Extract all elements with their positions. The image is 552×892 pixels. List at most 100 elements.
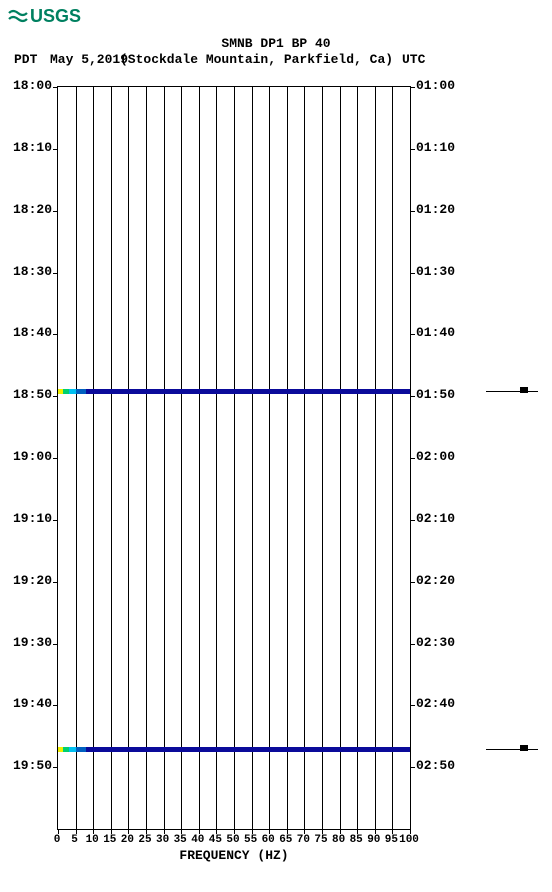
x-tick-label: 100 [399, 834, 419, 846]
y-tick-mark-right [410, 87, 415, 88]
y-tick-mark-right [410, 273, 415, 274]
gridline-vertical [252, 87, 253, 829]
gridline-vertical [304, 87, 305, 829]
y-tick-label-left: 19:00 [4, 449, 52, 464]
y-tick-mark-right [410, 582, 415, 583]
gridline-vertical [375, 87, 376, 829]
x-tick-label: 80 [332, 834, 345, 846]
usgs-logo: USGS [8, 6, 81, 27]
x-tick-label: 35 [174, 834, 187, 846]
y-tick-mark-left [53, 396, 58, 397]
y-tick-label-left: 19:50 [4, 758, 52, 773]
x-tick-label: 40 [191, 834, 204, 846]
x-tick-label: 15 [103, 834, 116, 846]
y-tick-mark-left [53, 582, 58, 583]
gridline-vertical [93, 87, 94, 829]
y-tick-mark-left [53, 458, 58, 459]
x-tick-label: 90 [367, 834, 380, 846]
y-tick-label-left: 18:40 [4, 325, 52, 340]
gridline-vertical [111, 87, 112, 829]
y-tick-label-right: 02:10 [416, 511, 464, 526]
event-segment [76, 389, 87, 394]
gridline-vertical [322, 87, 323, 829]
y-tick-mark-right [410, 520, 415, 521]
x-tick-label: 85 [350, 834, 363, 846]
x-tick-label: 0 [54, 834, 61, 846]
gridline-vertical [357, 87, 358, 829]
x-tick-label: 70 [297, 834, 310, 846]
gridline-vertical [216, 87, 217, 829]
y-tick-mark-left [53, 520, 58, 521]
y-tick-mark-left [53, 334, 58, 335]
usgs-wave-icon [8, 7, 28, 27]
gridline-vertical [287, 87, 288, 829]
x-tick-label: 55 [244, 834, 257, 846]
y-tick-mark-right [410, 334, 415, 335]
y-tick-mark-right [410, 149, 415, 150]
x-tick-label: 65 [279, 834, 292, 846]
event-segment [76, 747, 87, 752]
event-segment [86, 747, 410, 752]
x-tick-label: 20 [121, 834, 134, 846]
event-segment [69, 747, 76, 752]
event-segment [69, 389, 76, 394]
y-tick-mark-left [53, 705, 58, 706]
y-tick-label-right: 01:20 [416, 202, 464, 217]
x-axis-label: FREQUENCY (HZ) [57, 848, 411, 863]
y-tick-mark-right [410, 396, 415, 397]
gridline-vertical [340, 87, 341, 829]
gridline-vertical [76, 87, 77, 829]
y-tick-mark-right [410, 458, 415, 459]
chart-title: SMNB DP1 BP 40 [0, 36, 552, 51]
y-tick-label-right: 02:50 [416, 758, 464, 773]
x-tick-label: 10 [86, 834, 99, 846]
y-tick-label-left: 18:10 [4, 140, 52, 155]
gridline-vertical [392, 87, 393, 829]
x-tick-label: 60 [262, 834, 275, 846]
left-timezone-label: PDT [14, 52, 37, 67]
y-tick-label-right: 01:10 [416, 140, 464, 155]
gridline-vertical [269, 87, 270, 829]
y-tick-mark-right [410, 644, 415, 645]
gridline-vertical [146, 87, 147, 829]
event-segment [86, 389, 410, 394]
y-tick-label-left: 18:50 [4, 387, 52, 402]
y-tick-mark-left [53, 273, 58, 274]
y-tick-mark-right [410, 767, 415, 768]
usgs-logo-text: USGS [30, 6, 81, 27]
x-tick-label: 5 [71, 834, 78, 846]
y-tick-label-left: 18:30 [4, 264, 52, 279]
x-tick-label: 30 [156, 834, 169, 846]
y-tick-label-left: 19:10 [4, 511, 52, 526]
y-tick-mark-left [53, 87, 58, 88]
location-label: (Stockdale Mountain, Parkfield, Ca) [120, 52, 393, 67]
gridline-vertical [181, 87, 182, 829]
y-tick-label-right: 01:30 [416, 264, 464, 279]
y-tick-label-right: 02:30 [416, 635, 464, 650]
y-tick-label-right: 01:50 [416, 387, 464, 402]
y-tick-label-right: 02:00 [416, 449, 464, 464]
gridline-vertical [199, 87, 200, 829]
spectrogram-plot [57, 86, 411, 830]
gridline-vertical [234, 87, 235, 829]
x-tick-label: 75 [314, 834, 327, 846]
y-tick-mark-left [53, 767, 58, 768]
y-tick-label-left: 19:20 [4, 573, 52, 588]
right-timezone-label: UTC [402, 52, 425, 67]
y-tick-label-left: 18:20 [4, 202, 52, 217]
gridline-vertical [128, 87, 129, 829]
y-tick-mark-right [410, 211, 415, 212]
x-tick-label: 45 [209, 834, 222, 846]
y-tick-mark-left [53, 644, 58, 645]
y-tick-mark-left [53, 149, 58, 150]
spectrogram-event-band [58, 747, 410, 752]
x-tick-label: 50 [226, 834, 239, 846]
y-tick-label-right: 01:00 [416, 78, 464, 93]
y-tick-mark-right [410, 705, 415, 706]
x-tick-label: 25 [138, 834, 151, 846]
y-tick-label-right: 02:40 [416, 696, 464, 711]
y-tick-label-left: 19:40 [4, 696, 52, 711]
y-tick-label-left: 19:30 [4, 635, 52, 650]
y-tick-label-right: 02:20 [416, 573, 464, 588]
spectrogram-event-band [58, 389, 410, 394]
